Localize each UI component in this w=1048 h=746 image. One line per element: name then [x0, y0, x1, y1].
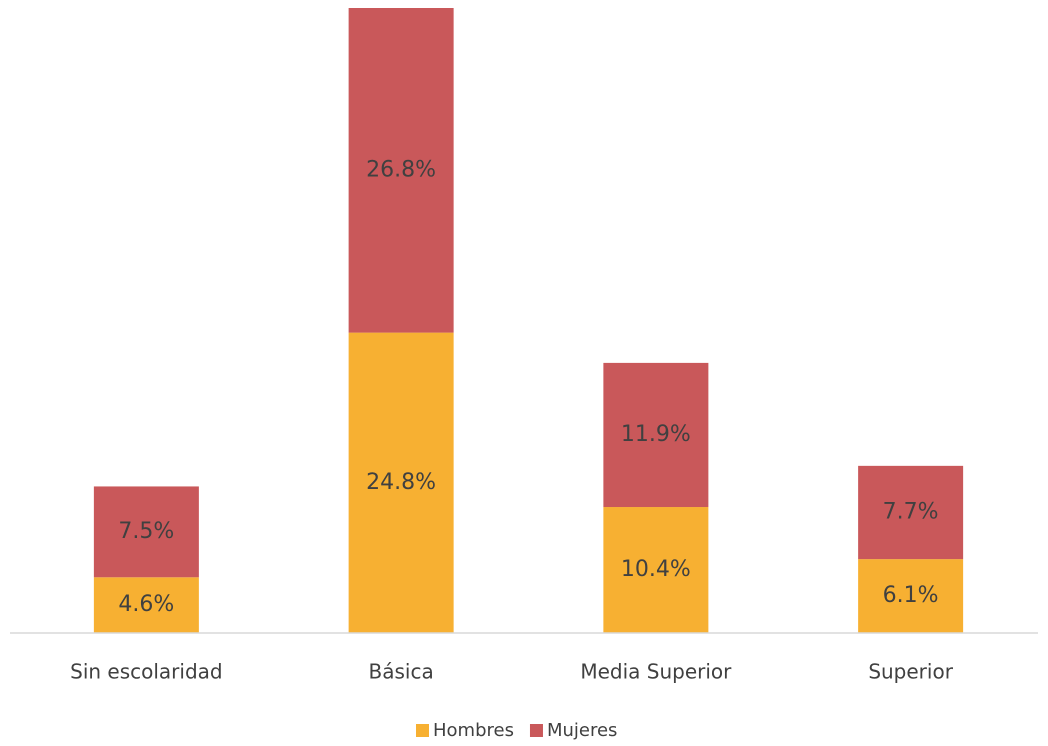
data-label: 4.6% — [118, 592, 174, 617]
bar-segment — [858, 559, 964, 633]
bar-segment — [603, 507, 709, 633]
legend-swatch — [529, 724, 543, 737]
x-tick-label: Básica — [369, 660, 434, 684]
legend-swatch — [416, 724, 429, 737]
x-tick-label: Superior — [868, 660, 953, 684]
bar-segment — [348, 8, 454, 333]
bar-segment — [858, 465, 964, 560]
x-tick-label: Media Superior — [580, 660, 732, 684]
bar-segment — [93, 577, 199, 633]
bar-segment — [603, 362, 709, 508]
data-label: 7.7% — [883, 499, 939, 524]
data-label: 24.8% — [366, 470, 436, 495]
legend-label: Mujeres — [547, 720, 617, 741]
bar-segment — [93, 486, 199, 578]
data-label: 6.1% — [883, 583, 939, 608]
data-label: 10.4% — [621, 557, 691, 582]
data-label: 11.9% — [621, 422, 691, 447]
data-label: 7.5% — [118, 519, 174, 544]
data-label: 26.8% — [366, 157, 436, 182]
x-tick-label: Sin escolaridad — [70, 660, 222, 684]
bar-segment — [348, 332, 454, 633]
legend-label: Hombres — [433, 720, 514, 741]
